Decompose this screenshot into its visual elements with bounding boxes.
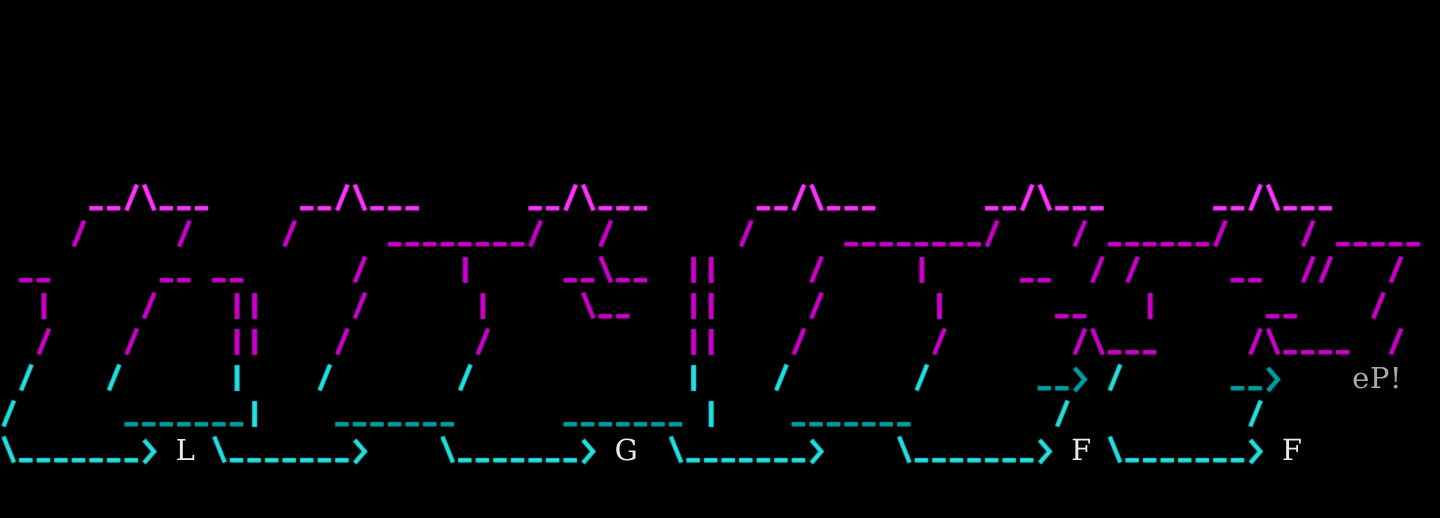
banner-letter-f: F [1281,433,1303,467]
banner-letter-l: L [175,433,196,467]
banner-letter-g: G [614,433,639,467]
banner-letter-f: F [1071,433,1092,467]
prompt-text: eP! [1352,361,1403,395]
